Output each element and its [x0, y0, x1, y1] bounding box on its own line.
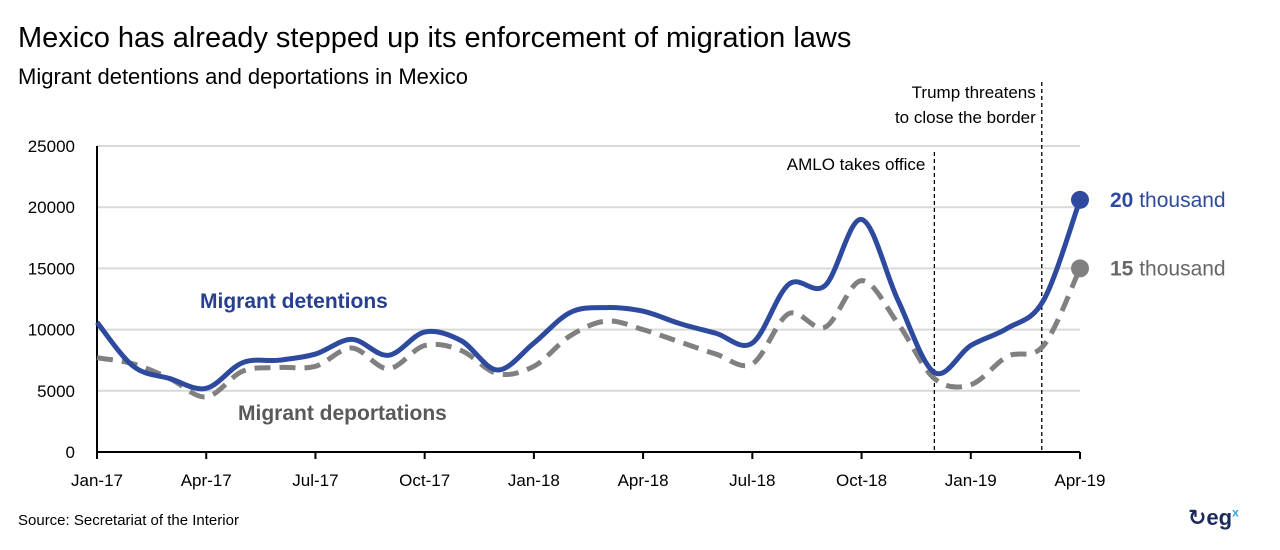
y-tick-label: 20000	[28, 198, 75, 217]
deportations-series-label: Migrant deportations	[238, 402, 447, 425]
x-tick-label: Apr-17	[181, 471, 232, 490]
y-tick-label: 15000	[28, 259, 75, 278]
x-tick-label: Apr-18	[618, 471, 669, 490]
x-tick-label: Oct-18	[836, 471, 887, 490]
x-tick-label: Jul-18	[729, 471, 775, 490]
detentions-end-marker	[1071, 190, 1089, 209]
source-note: Source: Secretariat of the Interior	[18, 512, 239, 529]
chart-title: Mexico has already stepped up its enforc…	[18, 22, 852, 54]
detentions-end-label: 20 thousand	[1110, 189, 1226, 212]
x-tick-label: Oct-17	[399, 471, 450, 490]
deportations-line	[96, 267, 1083, 400]
y-tick-label: 5000	[37, 382, 75, 401]
egx-logo: ↻egx	[1188, 505, 1239, 530]
trump-annotation-line1: Trump threatens	[912, 83, 1036, 102]
x-tick-label: Jul-17	[292, 471, 338, 490]
amlo-annotation: AMLO takes office	[787, 155, 926, 174]
y-tick-label: 0	[66, 443, 75, 462]
x-tick-label: Jan-18	[508, 471, 560, 490]
y-tick-label: 25000	[28, 137, 75, 156]
detentions-series-label: Migrant detentions	[200, 290, 388, 313]
deportations-end-label: 15 thousand	[1110, 257, 1226, 280]
deportations-end-marker	[1071, 259, 1089, 278]
chart-subtitle: Migrant detentions and deportations in M…	[18, 64, 469, 89]
trump-annotation-line2: to close the border	[895, 108, 1036, 127]
y-tick-label: 10000	[28, 321, 75, 340]
detentions-line	[95, 199, 1083, 392]
x-tick-label: Jan-17	[71, 471, 123, 490]
x-tick-label: Apr-19	[1054, 471, 1105, 490]
x-tick-label: Jan-19	[945, 471, 997, 490]
